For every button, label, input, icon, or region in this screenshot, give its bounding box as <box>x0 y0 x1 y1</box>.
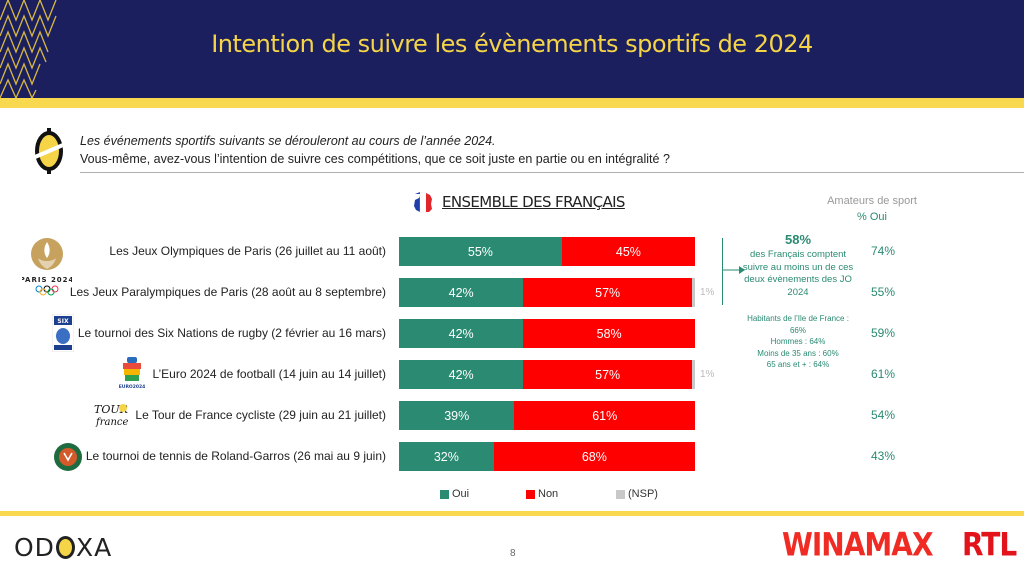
svg-text:SIX: SIX <box>57 318 69 325</box>
winamax-logo: WINAMAX <box>782 525 934 564</box>
bar-segment-oui: 32% <box>399 442 494 471</box>
callout-percentage: 58% <box>784 232 812 247</box>
data-label-oui: 55% <box>467 244 493 259</box>
bar-row: 42% 57% <box>399 360 695 389</box>
bar-segment-oui: 55% <box>399 237 562 266</box>
data-label-non: 68% <box>581 449 607 464</box>
subgroup-detail: Hommes : 64% <box>770 337 826 346</box>
data-label-non: 61% <box>592 408 618 423</box>
amateurs-value: 61% <box>870 367 896 381</box>
callout-text: des Français comptent suivre au moins un… <box>742 249 854 298</box>
divider <box>80 172 1024 173</box>
bar-row: 55% 45% <box>399 237 695 266</box>
data-label-non: 57% <box>595 285 621 300</box>
odoxa-o-icon <box>55 536 75 559</box>
amateurs-value: 54% <box>870 408 896 422</box>
data-label-non: 57% <box>595 367 621 382</box>
bar-row: 32% 68% <box>399 442 695 471</box>
legend-item-nsp: (NSP) <box>616 488 658 500</box>
amateurs-value: 55% <box>870 285 896 299</box>
ensemble-label: ENSEMBLE DES FRANÇAIS <box>442 193 625 211</box>
bar-segment-non: 68% <box>493 442 695 471</box>
legend-swatch-non <box>526 489 535 499</box>
legend-swatch-oui <box>440 489 449 499</box>
data-label-non: 45% <box>615 244 641 259</box>
bar-segment-oui: 42% <box>399 360 524 389</box>
bar-segment-oui: 42% <box>399 319 524 348</box>
footer-band <box>0 511 1024 516</box>
row-label: Le tournoi de tennis de Roland-Garros (2… <box>85 449 386 463</box>
bar-segment-non: 45% <box>561 237 695 266</box>
row-label: Le tournoi des Six Nations de rugby (2 f… <box>77 326 386 340</box>
amateurs-subtitle: % Oui <box>857 211 887 223</box>
data-label-oui: 42% <box>448 326 474 341</box>
bar-segment-nsp <box>692 278 695 307</box>
header-band <box>0 98 1024 108</box>
ensemble-header: ENSEMBLE DES FRANÇAIS <box>412 190 625 214</box>
roland-garros-logo <box>54 443 82 471</box>
odoxa-question-icon <box>34 128 64 174</box>
amateurs-value: 74% <box>870 244 896 258</box>
subgroup-details: Habitants de l’Ile de France : 66% Homme… <box>742 313 854 371</box>
bar-segment-non: 57% <box>523 278 693 307</box>
svg-text:EURO2024: EURO2024 <box>119 384 146 390</box>
bar-row: 42% 58% <box>399 319 695 348</box>
rtl-logo: RTL <box>962 525 1017 564</box>
svg-text:france: france <box>95 417 128 428</box>
legend-swatch-nsp <box>616 489 625 499</box>
data-label-oui: 42% <box>448 367 474 382</box>
row-label: L’Euro 2024 de football (14 juin au 14 j… <box>152 367 387 381</box>
bar-row: 39% 61% <box>399 401 695 430</box>
subgroup-detail: Habitants de l’Ile de France : 66% <box>747 314 849 335</box>
amateurs-value: 43% <box>870 449 896 463</box>
bar-segment-oui: 42% <box>399 278 524 307</box>
subgroup-detail: 65 ans et + : 64% <box>766 360 830 369</box>
data-label-oui: 39% <box>444 408 470 423</box>
six-nations-logo: SIX <box>52 314 74 352</box>
odoxa-logo-left: OD <box>14 533 55 562</box>
row-label: Le Tour de France cycliste (29 juin au 2… <box>135 408 386 422</box>
amateurs-title: Amateurs de sport <box>827 195 917 207</box>
odoxa-logo: OD XA <box>14 533 112 562</box>
row-label: Les Jeux Paralympiques de Paris (28 août… <box>69 285 386 299</box>
legend-label-nsp: (NSP) <box>628 488 658 500</box>
odoxa-logo-right: XA <box>75 533 113 562</box>
legend-item-non: Non <box>526 488 558 500</box>
data-label-nsp: 1% <box>700 287 715 298</box>
bar-segment-non: 57% <box>523 360 693 389</box>
header: Intention de suivre les évènements sport… <box>0 0 1024 98</box>
question-text: Vous-même, avez-vous l’intention de suiv… <box>80 152 670 166</box>
data-label-oui: 32% <box>433 449 459 464</box>
tour-de-france-logo: TOUR france <box>94 403 128 428</box>
legend-label-non: Non <box>538 488 559 500</box>
bar-segment-non: 61% <box>514 401 695 430</box>
legend-item-oui: Oui <box>440 488 469 500</box>
data-label-nsp: 1% <box>700 369 715 380</box>
bar-segment-oui: 39% <box>399 401 515 430</box>
legend-label-oui: Oui <box>452 488 470 500</box>
paris-2024-text: PARIS 2024 <box>22 276 72 284</box>
page-number: 8 <box>510 548 516 559</box>
france-map-icon <box>414 191 432 213</box>
arrow-right-icon <box>723 266 745 274</box>
bar-segment-nsp <box>692 360 695 389</box>
amateurs-header: Amateurs de sport % Oui <box>812 193 932 225</box>
subgroup-detail: Moins de 35 ans : 60% <box>757 348 839 358</box>
question-intro: Les événements sportifs suivants se déro… <box>80 134 496 148</box>
callout-bracket <box>722 238 723 305</box>
euro-2024-logo: EURO2024 <box>119 357 146 390</box>
paris-2024-logo: PARIS 2024 <box>22 238 72 296</box>
chart-legend: Oui Non (NSP) <box>400 488 700 502</box>
page-title: Intention de suivre les évènements sport… <box>211 30 813 58</box>
bar-segment-non: 58% <box>523 319 695 348</box>
chevron-pattern-decoration <box>0 0 57 98</box>
bar-row: 42% 57% <box>399 278 695 307</box>
data-label-oui: 42% <box>448 285 474 300</box>
data-label-non: 58% <box>596 326 622 341</box>
amateurs-value: 59% <box>870 326 896 340</box>
row-label: Les Jeux Olympiques de Paris (26 juillet… <box>109 244 386 258</box>
